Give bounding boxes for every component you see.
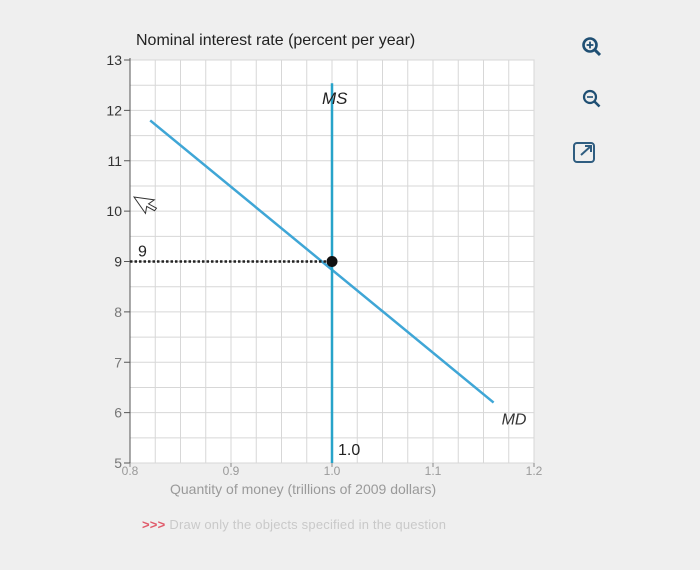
equilibrium-point [326,256,338,267]
md-curve [149,119,495,404]
x-tick-label: 1.1 [425,464,442,478]
x-tick-label: 0.9 [223,464,240,478]
zoom-out-icon[interactable] [582,89,601,108]
equilibrium-y-label: 9 [138,244,147,261]
x-tick-label: 1.0 [324,464,341,478]
y-tick-label: 6 [114,405,122,421]
hint-arrows: >>> [142,517,166,532]
y-tick-label: 8 [114,304,122,320]
x-axis-title: Quantity of money (trillions of 2009 dol… [170,481,436,497]
y-tick-labels: 5 6 7 8 9 10 11 12 13 [106,52,130,471]
series-layer: MD MS 9 1.0 [130,83,527,463]
y-tick-label: 11 [107,153,122,169]
hint-text: Draw only the objects specified in the q… [169,517,447,532]
y-tick-label: 9 [114,254,122,270]
md-curve-label: MD [502,412,527,429]
y-tick-label: 13 [106,52,122,68]
x-tick-label: 1.2 [526,464,543,478]
zoom-in-icon[interactable] [582,37,602,57]
y-tick-label: 12 [106,102,122,118]
x-tick-labels: 0.8 0.9 1.0 1.1 1.2 [122,463,543,478]
instruction-hint: >>> Draw only the objects specified in th… [142,517,446,532]
mouse-cursor-icon [132,196,158,215]
y-tick-label: 10 [106,203,122,219]
equilibrium-x-label: 1.0 [338,442,360,459]
y-tick-label: 5 [114,455,122,471]
y-tick-label: 7 [114,354,122,370]
popout-icon[interactable] [573,142,595,163]
ms-line-label: MS [322,89,348,108]
y-axis-title: Nominal interest rate (percent per year) [136,32,415,49]
x-tick-label: 0.8 [122,464,139,478]
